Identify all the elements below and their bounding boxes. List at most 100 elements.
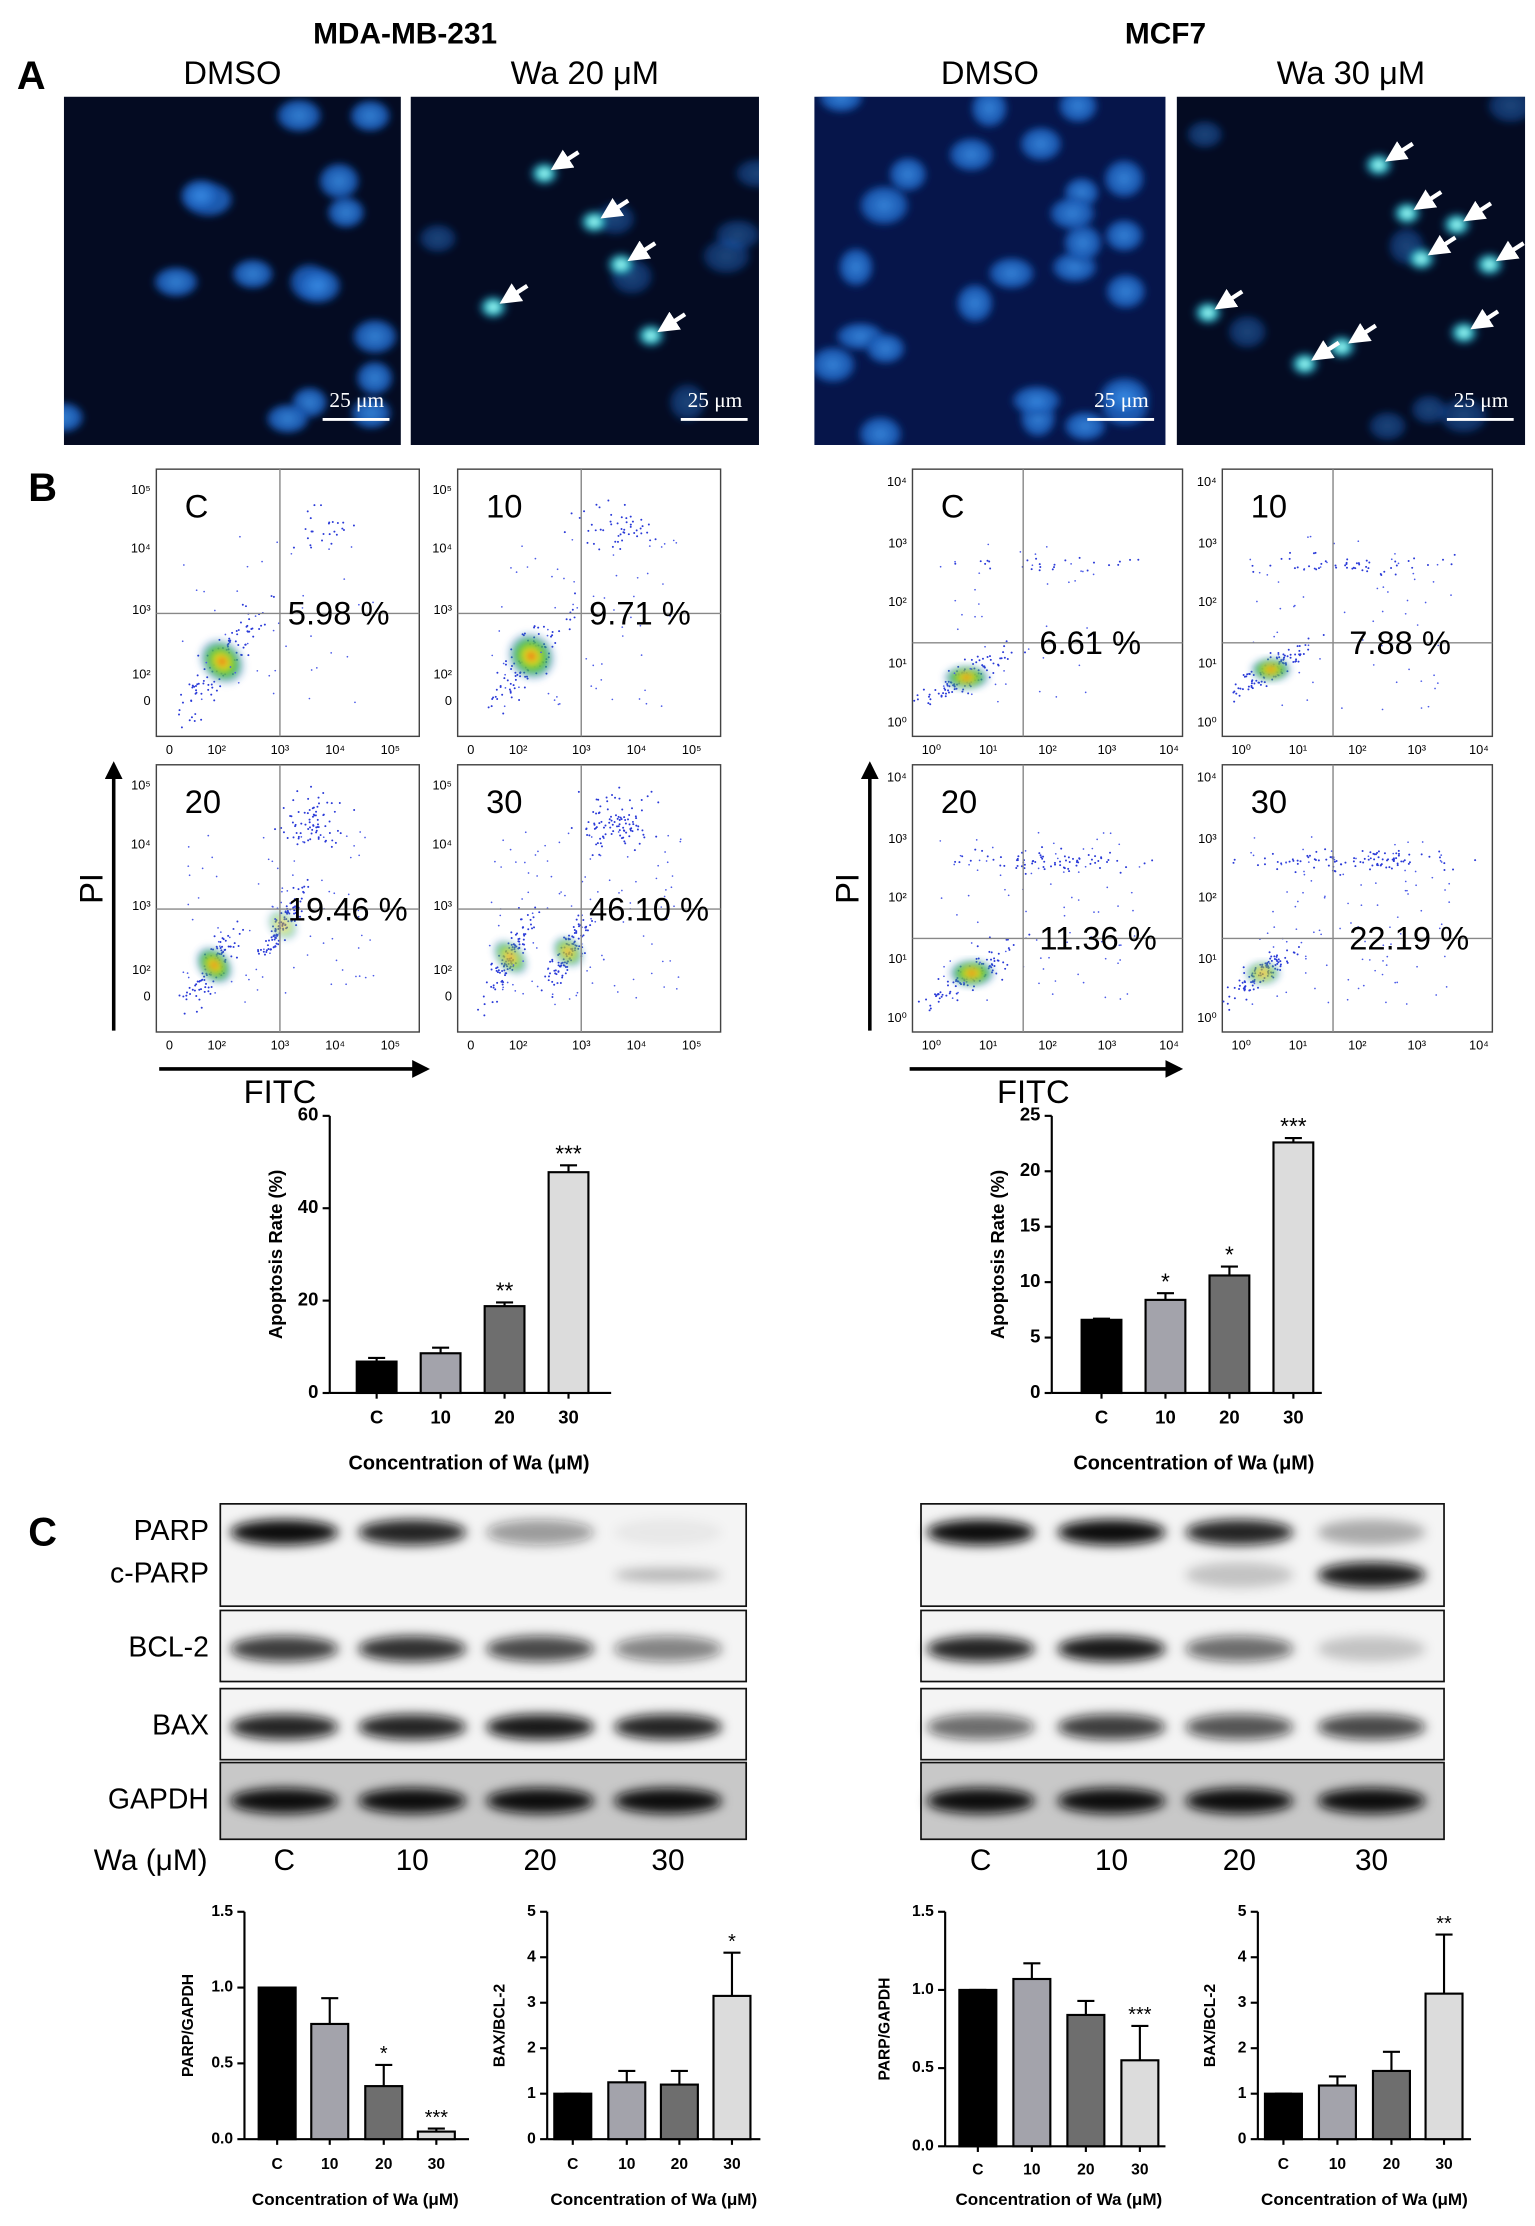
- event: [245, 974, 247, 977]
- event: [1436, 682, 1439, 684]
- x-tick-label: 10⁰: [1232, 1038, 1251, 1053]
- band: [926, 1714, 1035, 1740]
- event: [346, 655, 349, 658]
- event: [357, 947, 360, 949]
- event: [533, 625, 536, 628]
- arrow: [1470, 308, 1500, 330]
- event: [1365, 565, 1368, 568]
- event: [549, 972, 551, 975]
- event: [599, 528, 602, 531]
- event: [570, 905, 573, 907]
- event: [304, 823, 307, 826]
- event: [568, 628, 571, 631]
- event: [622, 921, 625, 923]
- event: [1369, 868, 1372, 871]
- event: [1432, 581, 1435, 583]
- x-tick-label: 20: [671, 2156, 689, 2173]
- event: [215, 875, 218, 878]
- event: [1041, 846, 1044, 849]
- event: [1289, 653, 1292, 656]
- event: [1395, 852, 1398, 855]
- event: [1403, 859, 1406, 862]
- event: [547, 968, 549, 971]
- event: [520, 918, 523, 921]
- event: [482, 995, 485, 998]
- nucleus: [945, 135, 997, 174]
- event: [577, 925, 580, 928]
- event: [1233, 858, 1236, 861]
- event: [535, 947, 538, 949]
- event: [235, 629, 238, 632]
- error-bar: [496, 1301, 514, 1307]
- event: [1039, 566, 1042, 569]
- event: [630, 616, 632, 619]
- event: [1433, 674, 1435, 677]
- event: [1037, 831, 1040, 834]
- event: [1006, 657, 1009, 660]
- event: [1390, 867, 1393, 870]
- event: [334, 841, 337, 844]
- event: [533, 926, 535, 929]
- quadrant-percent: 7.88 %: [1349, 624, 1451, 661]
- event: [1307, 536, 1309, 538]
- event: [555, 973, 558, 976]
- events: [1232, 535, 1456, 711]
- event: [595, 503, 598, 506]
- event: [292, 886, 295, 889]
- event: [602, 826, 605, 829]
- y-tick-label: 10²: [888, 594, 907, 609]
- event: [928, 693, 931, 696]
- event: [1305, 957, 1307, 960]
- event: [1228, 995, 1231, 998]
- event: [992, 662, 995, 665]
- bar: [1208, 1274, 1251, 1395]
- event: [1420, 680, 1423, 683]
- event: [190, 699, 193, 702]
- event: [540, 989, 543, 992]
- y-tick-label: 0: [527, 2130, 536, 2147]
- event: [629, 902, 632, 904]
- event: [568, 998, 571, 1000]
- protein-label: PARP: [134, 1515, 209, 1547]
- event: [669, 960, 672, 962]
- event: [1474, 859, 1477, 862]
- bar: [257, 1986, 297, 2141]
- event: [531, 912, 534, 915]
- event: [600, 820, 603, 823]
- event: [1097, 860, 1100, 863]
- event: [1287, 648, 1290, 651]
- nucleus: [353, 358, 396, 398]
- event: [1296, 862, 1299, 865]
- panel-label: A: [17, 54, 46, 98]
- band: [614, 1788, 723, 1814]
- event: [494, 860, 496, 863]
- event: [331, 839, 334, 842]
- y-tick-label: 10⁴: [887, 474, 907, 489]
- x-tick-label: C: [370, 1406, 383, 1427]
- event: [1084, 691, 1087, 694]
- event: [509, 690, 512, 693]
- event: [319, 834, 322, 837]
- event: [949, 960, 952, 962]
- event: [270, 936, 273, 939]
- bar: [958, 1988, 998, 2148]
- event: [236, 590, 239, 592]
- nucleus: [229, 256, 277, 291]
- event: [1020, 865, 1023, 868]
- event: [959, 854, 962, 857]
- event: [629, 523, 632, 526]
- event: [1277, 653, 1280, 656]
- event: [523, 686, 526, 689]
- event: [974, 615, 976, 618]
- event: [1376, 904, 1379, 906]
- event: [350, 546, 353, 548]
- event: [514, 675, 517, 678]
- event: [1004, 888, 1006, 891]
- event: [1087, 854, 1090, 856]
- event: [598, 822, 601, 825]
- nucleus: [1055, 96, 1101, 126]
- event: [1293, 567, 1296, 570]
- event: [322, 942, 325, 944]
- event: [574, 592, 577, 595]
